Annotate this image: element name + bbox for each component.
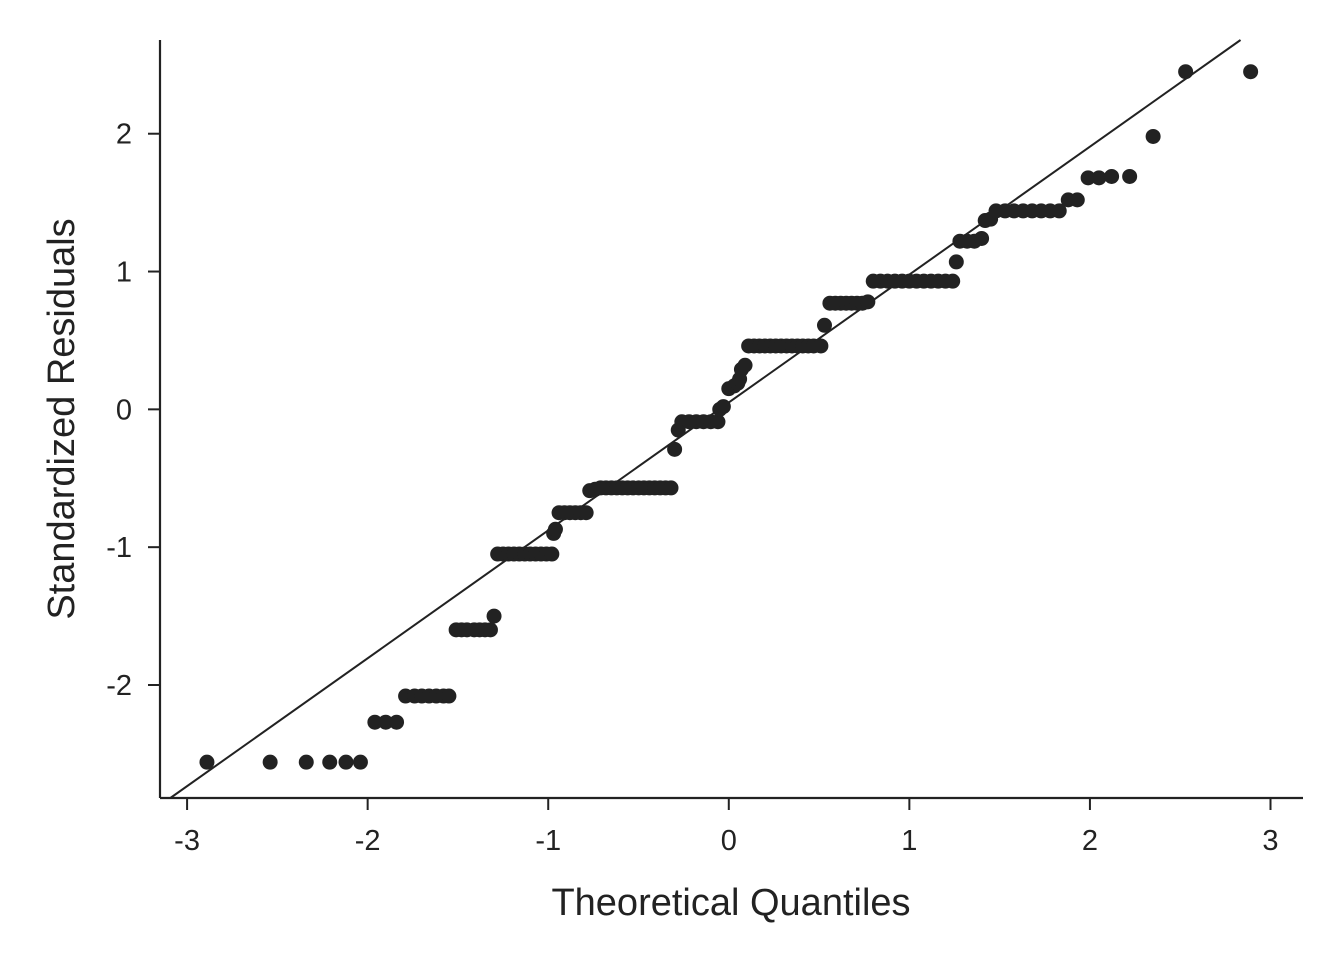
y-tick-label: -2 <box>106 670 132 702</box>
data-point <box>322 754 338 770</box>
y-tick-label: 2 <box>116 119 132 151</box>
data-point <box>974 230 990 246</box>
data-point <box>1145 128 1161 144</box>
axes: -3 -2 -1 0 1 2 3 -2 -1 0 1 2 <box>106 40 1303 857</box>
data-point <box>663 480 679 496</box>
data-point <box>813 338 829 354</box>
data-point <box>378 714 394 730</box>
y-tick-label: 0 <box>116 394 132 426</box>
data-point <box>338 754 354 770</box>
data-point <box>1051 203 1067 219</box>
y-ticks: -2 -1 0 1 2 <box>106 119 160 702</box>
x-tick-label: 1 <box>901 825 917 857</box>
x-tick-label: 3 <box>1262 825 1278 857</box>
data-point <box>298 754 314 770</box>
data-point <box>1069 192 1085 208</box>
data-point <box>1104 168 1120 184</box>
data-point <box>715 399 731 415</box>
data-point <box>860 294 876 310</box>
data-point <box>1178 64 1194 80</box>
data-point <box>1091 170 1107 186</box>
data-point <box>486 608 502 624</box>
data-point <box>199 754 215 770</box>
x-tick-label: 2 <box>1082 825 1098 857</box>
data-point <box>367 714 383 730</box>
data-point <box>578 505 594 521</box>
data-point <box>667 441 683 457</box>
plot-area <box>169 39 1259 799</box>
data-point <box>441 688 457 704</box>
x-tick-label: -1 <box>535 825 561 857</box>
data-point <box>710 414 726 430</box>
data-point <box>547 521 563 537</box>
data-point <box>544 546 560 562</box>
data-point <box>1243 64 1259 80</box>
data-point <box>948 254 964 270</box>
x-tick-label: 0 <box>721 825 737 857</box>
x-ticks: -3 -2 -1 0 1 2 3 <box>174 798 1279 857</box>
data-point <box>945 273 961 289</box>
y-axis-title: Standardized Residuals <box>41 218 83 619</box>
data-points <box>199 64 1259 770</box>
x-tick-label: -3 <box>174 825 200 857</box>
data-point <box>1122 168 1138 184</box>
data-point <box>262 754 278 770</box>
data-point <box>1080 170 1096 186</box>
data-point <box>389 714 405 730</box>
data-point <box>816 317 832 333</box>
y-tick-label: 1 <box>116 257 132 289</box>
x-tick-label: -2 <box>355 825 381 857</box>
data-point <box>737 357 753 373</box>
data-point <box>352 754 368 770</box>
x-axis-title: Theoretical Quantiles <box>551 882 910 924</box>
y-tick-label: -1 <box>106 532 132 564</box>
data-point <box>482 622 498 638</box>
